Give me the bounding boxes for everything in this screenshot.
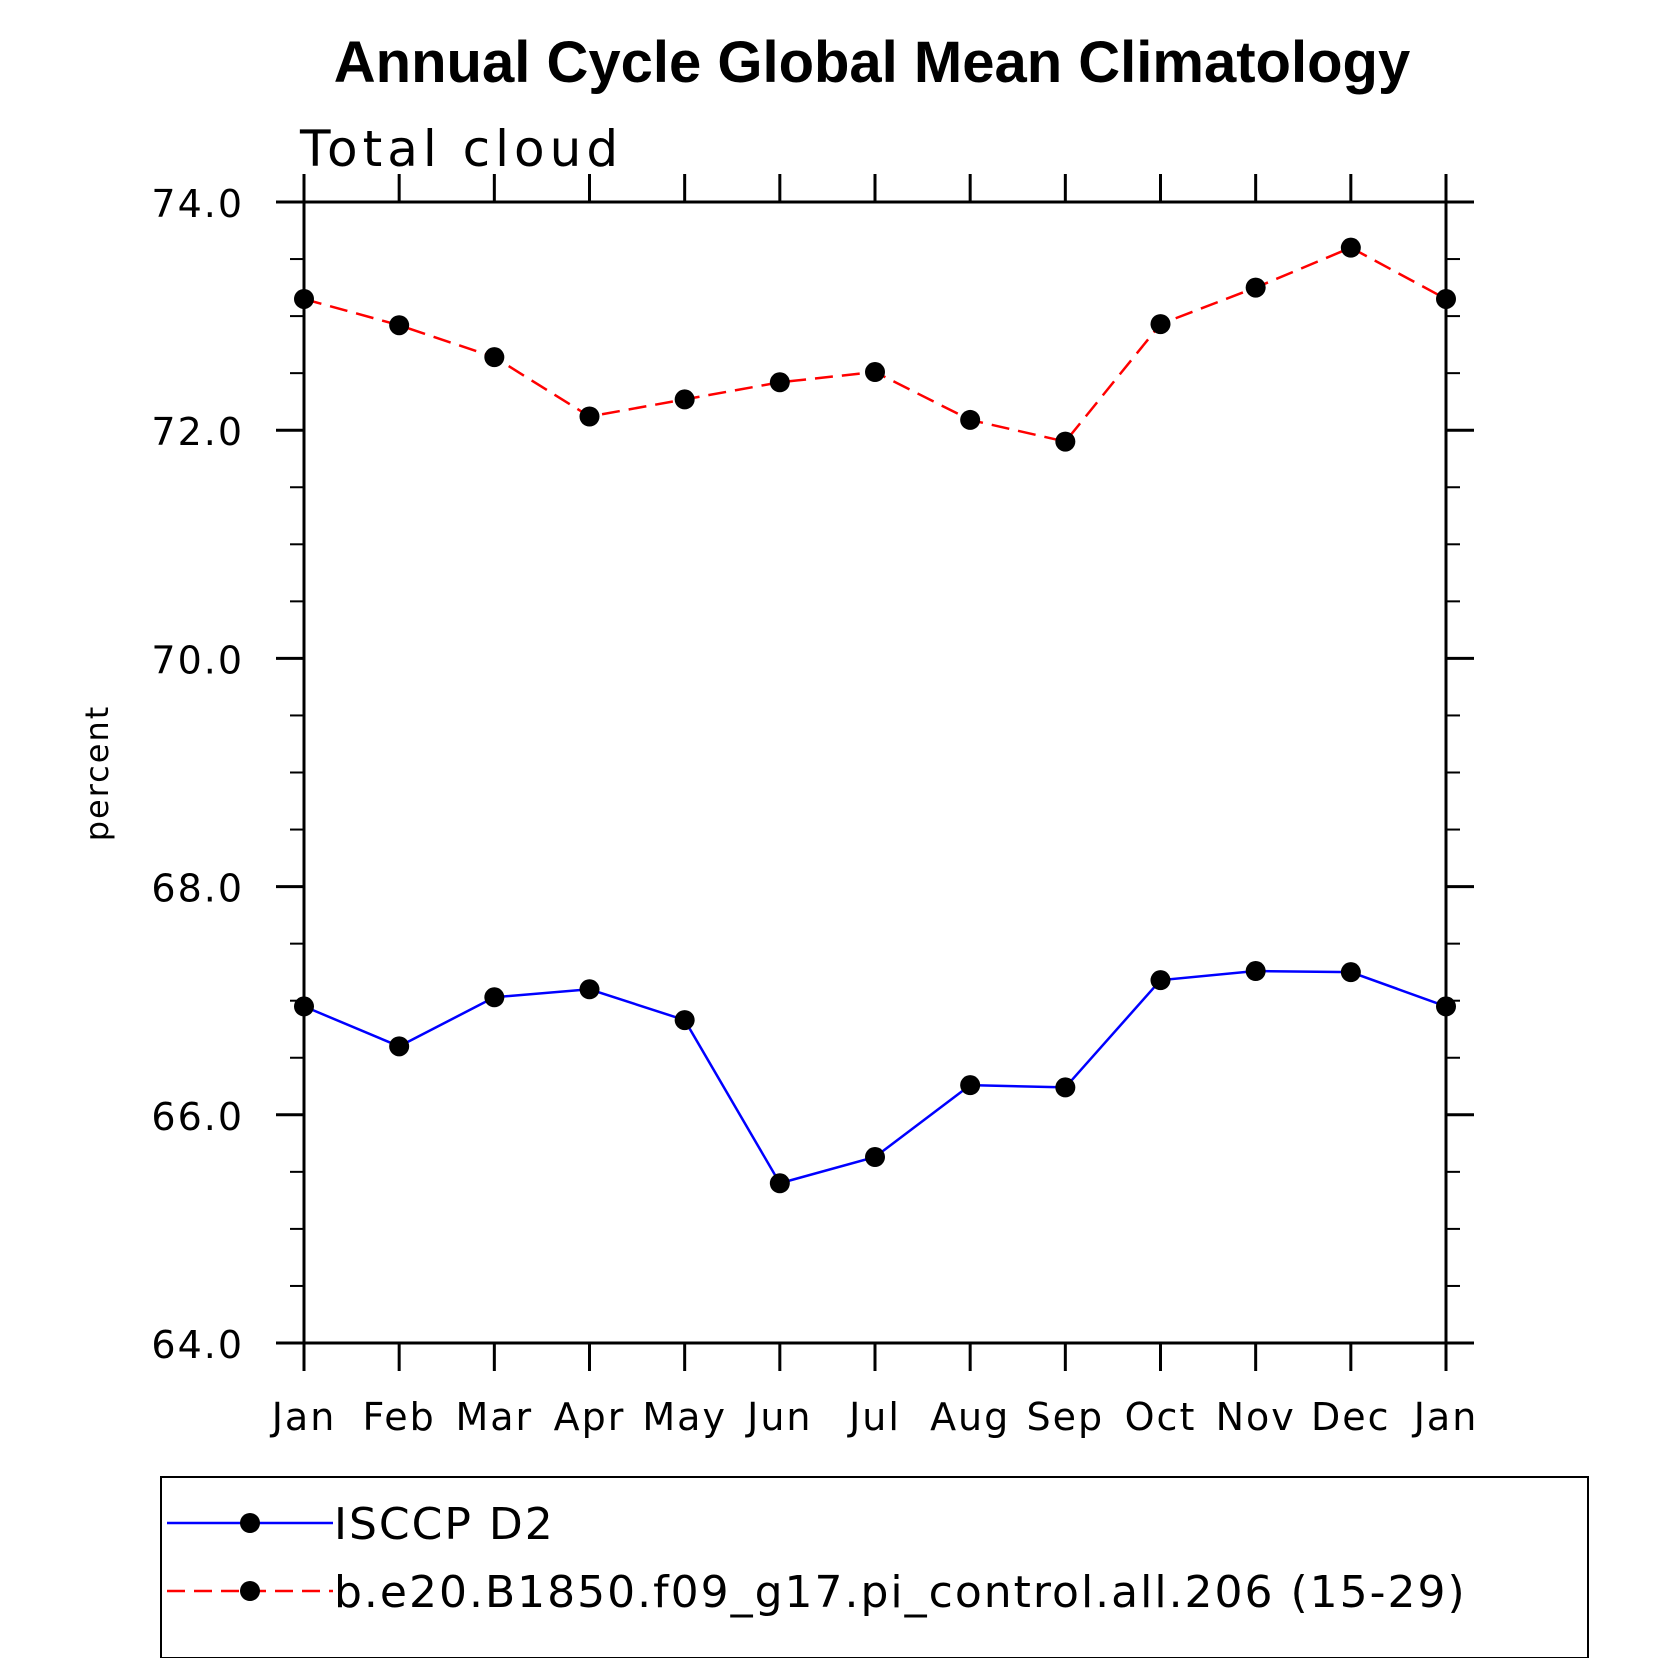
data-point — [960, 409, 981, 430]
data-point — [1055, 431, 1076, 452]
data-point — [484, 987, 505, 1008]
data-point — [294, 996, 314, 1017]
y-tick-label: 72.0 — [151, 410, 244, 454]
x-tick-label: Sep — [1027, 1395, 1105, 1439]
x-tick-label: Feb — [363, 1395, 436, 1439]
legend-marker-0 — [240, 1513, 260, 1533]
data-point — [389, 315, 410, 336]
data-point — [389, 1036, 410, 1057]
legend-marker-1 — [240, 1581, 260, 1601]
x-tick-label: Aug — [930, 1395, 1010, 1439]
data-point — [674, 389, 695, 410]
axes-ticks: Jan Feb Mar Apr May Jun Jul Aug Sep Oct Nov Dec Jan 6… — [151, 174, 1479, 1439]
legend-label-0: ISCCP D2 — [334, 1499, 555, 1550]
data-point — [1150, 314, 1171, 335]
data-point — [1150, 970, 1171, 991]
data-point — [960, 1075, 981, 1096]
data-point — [1245, 277, 1266, 298]
x-tick-label: May — [642, 1395, 727, 1439]
y-tick-label: 66.0 — [151, 1095, 244, 1139]
data-point — [865, 1147, 885, 1168]
data-series — [294, 237, 1456, 1194]
data-point — [1245, 961, 1266, 982]
data-point — [294, 288, 314, 309]
x-tick-label: Jun — [745, 1395, 812, 1439]
legend-label-1: b.e20.B1850.f09_g17.pi_control.all.206 (… — [334, 1567, 1467, 1618]
data-point — [1436, 996, 1456, 1017]
data-point — [769, 1173, 790, 1194]
data-point — [484, 347, 505, 368]
data-point — [674, 1010, 695, 1031]
data-point — [579, 979, 600, 1000]
y-tick-label: 70.0 — [151, 638, 244, 682]
x-tick-label: Dec — [1311, 1395, 1391, 1439]
x-tick-label: Jan — [1412, 1395, 1479, 1439]
data-point — [769, 372, 790, 393]
x-tick-label: Apr — [554, 1395, 626, 1439]
data-point — [1340, 237, 1361, 258]
y-tick-label: 64.0 — [151, 1323, 244, 1367]
data-point — [1055, 1077, 1076, 1098]
legend: ISCCP D2 b.e20.B1850.f09_g17.pi_control.a… — [167, 1499, 1467, 1618]
data-point — [865, 362, 885, 383]
x-tick-label: Mar — [455, 1395, 533, 1439]
x-tick-label: Oct — [1125, 1395, 1197, 1439]
x-tick-label: Nov — [1216, 1395, 1296, 1439]
y-axis-label: percent — [78, 705, 116, 842]
y-tick-label: 74.0 — [151, 182, 244, 226]
series-line-1 — [303, 246, 1447, 444]
x-tick-label: Jan — [270, 1395, 337, 1439]
x-tick-label: Jul — [847, 1395, 901, 1439]
y-tick-label: 68.0 — [151, 867, 244, 911]
data-point — [1436, 288, 1456, 309]
chart-title: Annual Cycle Global Mean Climatology — [334, 30, 1410, 95]
legend-box — [160, 1476, 1589, 1658]
chart-subtitle: Total cloud — [299, 120, 623, 178]
data-point — [1340, 962, 1361, 983]
data-point — [579, 406, 600, 427]
